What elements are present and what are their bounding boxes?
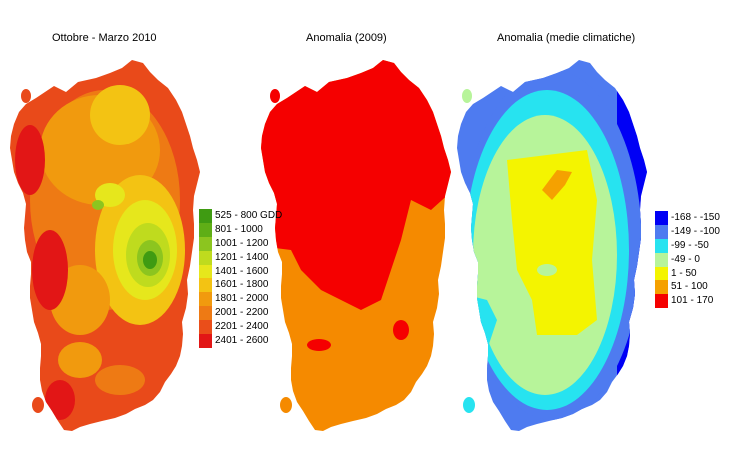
legend-label: 2401 - 2600 — [215, 335, 269, 347]
legend-item: -149 - -100 — [655, 224, 720, 239]
legend-item: 1 - 50 — [655, 266, 720, 281]
legend-item: 2401 - 2600 — [199, 334, 282, 348]
legend-swatch — [199, 334, 212, 348]
climatic-anomaly-legend: -168 - -150 -149 - -100 -99 - -50 -49 - … — [655, 211, 720, 309]
legend-label: 101 - 170 — [671, 295, 714, 307]
legend-label: 801 - 1000 — [215, 223, 263, 235]
legend-swatch — [199, 236, 212, 251]
legend-swatch — [199, 320, 212, 335]
legend-swatch — [655, 280, 668, 295]
legend-label: -49 - 0 — [671, 253, 700, 265]
legend-swatch — [655, 238, 668, 253]
legend-item: 1601 - 1800 — [199, 278, 282, 293]
legend-swatch — [655, 252, 668, 267]
legend-item: 1801 - 2000 — [199, 292, 282, 307]
legend-swatch — [199, 250, 212, 265]
legend-label: 2001 - 2200 — [215, 307, 269, 319]
gdd-map — [10, 60, 200, 431]
legend-item: 1401 - 1600 — [199, 264, 282, 279]
legend-item: -168 - -150 — [655, 211, 720, 225]
legend-item: 1201 - 1400 — [199, 250, 282, 265]
legend-swatch — [655, 294, 668, 309]
legend-swatch — [199, 278, 212, 293]
legend-item: 2201 - 2400 — [199, 320, 282, 335]
map-title-anomaly-2009: Anomalia (2009) — [306, 32, 387, 44]
map-title-gdd: Ottobre - Marzo 2010 — [52, 32, 157, 44]
legend-item: -99 - -50 — [655, 238, 720, 253]
legend-swatch — [199, 209, 212, 223]
legend-label: 1201 - 1400 — [215, 251, 269, 263]
legend-swatch — [199, 306, 212, 321]
anomaly-2009-map — [261, 60, 451, 431]
legend-item: 51 - 100 — [655, 280, 720, 295]
legend-item: 101 - 170 — [655, 294, 720, 309]
legend-label: 1801 - 2000 — [215, 293, 269, 305]
legend-label: -168 - -150 — [671, 212, 720, 223]
map-title-anomaly-climatic: Anomalia (medie climatiche) — [497, 32, 636, 44]
legend-item: 2001 - 2200 — [199, 306, 282, 321]
legend-swatch — [199, 222, 212, 237]
legend-item: 801 - 1000 — [199, 222, 282, 237]
anomaly-climatic-map — [457, 60, 647, 431]
legend-swatch — [199, 264, 212, 279]
legend-label: 1001 - 1200 — [215, 237, 269, 249]
legend-item: 1001 - 1200 — [199, 236, 282, 251]
legend-swatch — [655, 224, 668, 239]
legend-label: -149 - -100 — [671, 225, 720, 237]
legend-item: 525 - 800 GDD — [199, 209, 282, 223]
legend-label: 1401 - 1600 — [215, 265, 269, 277]
legend-swatch — [655, 266, 668, 281]
legend-item: -49 - 0 — [655, 252, 720, 267]
legend-swatch — [199, 292, 212, 307]
legend-swatch — [655, 211, 668, 225]
legend-label: 525 - 800 GDD — [215, 210, 283, 221]
legend-label: 1 - 50 — [671, 267, 697, 279]
legend-label: 1601 - 1800 — [215, 279, 269, 291]
legend-label: -99 - -50 — [671, 239, 709, 251]
legend-label: 51 - 100 — [671, 281, 708, 293]
legend-label: 2201 - 2400 — [215, 321, 269, 333]
gdd-legend: 525 - 800 GDD 801 - 1000 1001 - 1200 120… — [199, 209, 282, 348]
